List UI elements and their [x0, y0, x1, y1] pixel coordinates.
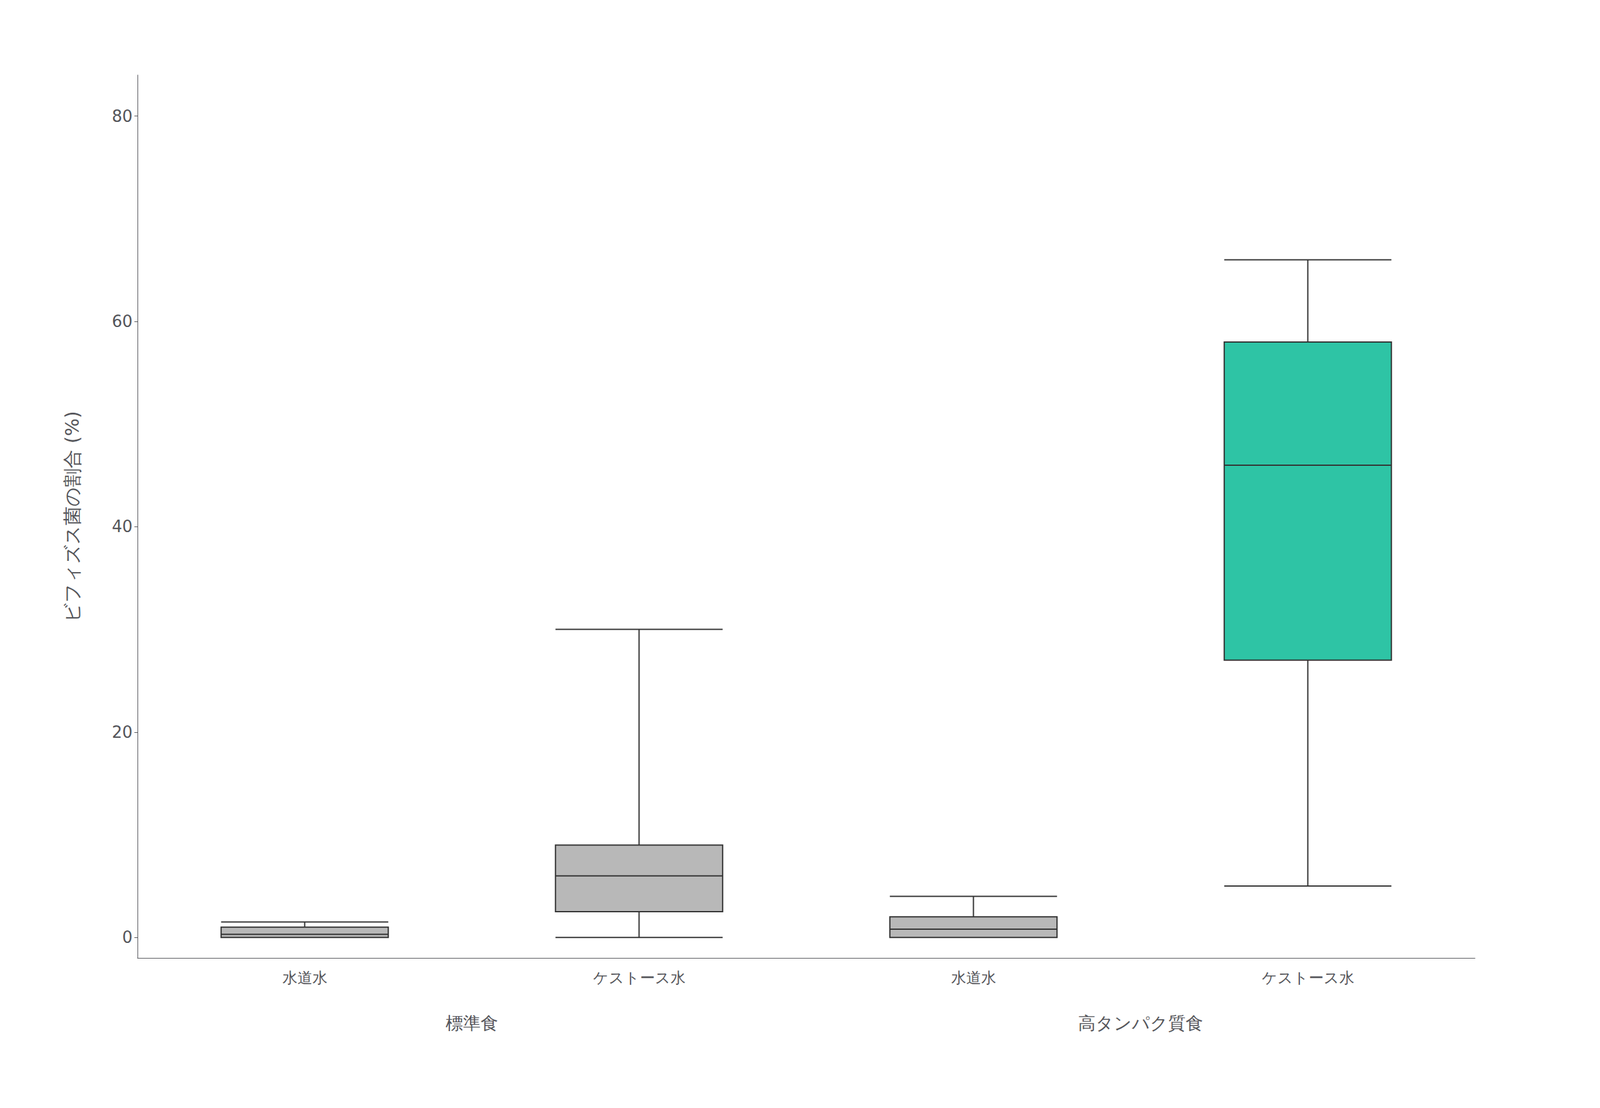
svg-text:ケストース水: ケストース水 [1261, 968, 1355, 987]
svg-text:水道水: 水道水 [951, 968, 997, 987]
svg-text:ビフィズス菌の割合 (%): ビフィズス菌の割合 (%) [61, 410, 84, 622]
svg-text:標準食: 標準食 [445, 1012, 499, 1034]
svg-text:ケストース水: ケストース水 [593, 968, 686, 987]
svg-text:水道水: 水道水 [282, 968, 328, 987]
svg-text:40: 40 [111, 516, 133, 536]
svg-text:60: 60 [111, 311, 133, 331]
svg-text:80: 80 [111, 106, 133, 126]
svg-text:0: 0 [121, 927, 133, 947]
svg-text:20: 20 [111, 722, 133, 742]
svg-text:高タンパク質食: 高タンパク質食 [1078, 1012, 1204, 1034]
